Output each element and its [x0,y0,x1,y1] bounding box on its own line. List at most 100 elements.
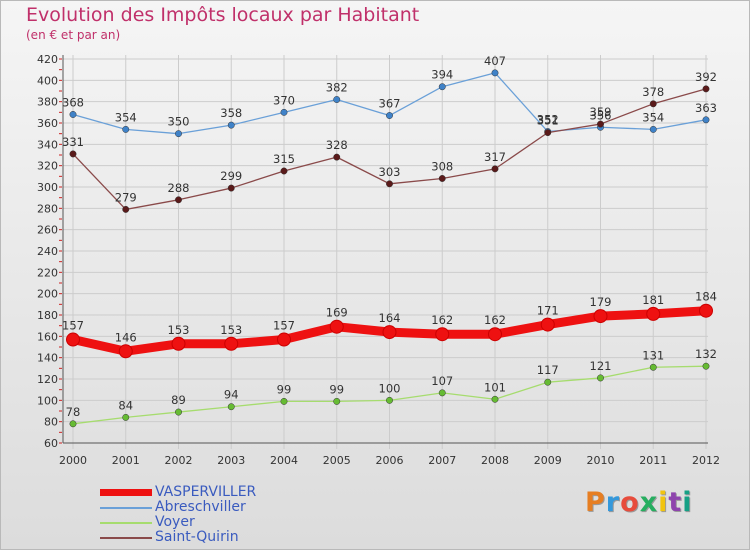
data-point [540,317,555,332]
data-point [649,363,657,371]
data-point [280,397,288,405]
data-label: 117 [537,363,559,377]
data-label: 328 [326,138,348,152]
x-tick-label: 2005 [323,454,351,467]
data-point [122,205,130,213]
y-tick-label: 100 [37,394,58,407]
y-tick-label: 180 [37,309,58,322]
x-tick-label: 2010 [587,454,615,467]
data-label: 162 [431,313,453,327]
data-point [386,396,393,404]
data-label: 370 [273,93,295,107]
data-point [171,336,186,351]
data-label: 184 [695,290,717,304]
x-tick-label: 2006 [376,454,404,467]
data-label: 171 [537,304,559,318]
data-label: 331 [62,135,84,149]
data-label: 382 [326,81,348,95]
data-point [333,96,341,103]
data-labels: 368 354 350 358 370 382 367 394 407 352 356 354 363 7… [62,54,717,419]
data-label: 157 [62,319,84,333]
data-label: 84 [118,398,133,412]
legend-label: Abreschviller [155,499,246,515]
x-tick-label: 2001 [112,454,140,467]
data-point [649,125,657,133]
data-label: 131 [642,348,664,362]
data-point [544,129,552,137]
data-point [649,100,657,108]
data-point [386,180,393,188]
y-tick-label: 160 [37,330,58,343]
data-point [333,397,341,405]
y-tick-label: 240 [37,245,58,258]
legend-item: Saint-Quirin [100,529,360,545]
data-label: 99 [329,382,344,396]
chart-title: Evolution des Impôts locaux par Habitant [26,4,420,26]
data-label: 358 [220,106,242,120]
data-point [329,319,344,334]
chart-subtitle: (en € et par an) [26,28,121,42]
data-point [227,121,235,129]
data-label: 378 [642,85,664,99]
data-label: 359 [590,105,612,119]
data-label: 356 [590,108,612,122]
data-point [175,130,182,138]
legend: VASPERVILLER Abreschviller Voyer Saint-Q… [100,484,360,545]
data-point [175,196,182,204]
y-tick-label: 420 [37,53,58,66]
proxiti-logo: Proxiti [585,487,693,518]
y-tick-label: 340 [37,138,58,151]
legend-item: VASPERVILLER [100,484,360,500]
data-label: 394 [431,68,453,82]
data-label: 352 [537,113,559,127]
logo-letter: o [620,487,640,518]
data-point [597,374,604,382]
data-point [66,332,80,347]
x-tick-label: 2003 [217,454,245,467]
x-tick-label: 2011 [639,454,667,467]
data-point [227,403,235,411]
legend-item: Abreschviller [100,499,360,515]
data-label: 94 [224,388,239,402]
x-tick-label: 2004 [270,454,298,467]
data-point [277,332,291,347]
data-point [702,85,710,93]
data-point [702,116,710,124]
data-label: 368 [62,95,84,109]
data-label: 100 [379,381,401,395]
data-label: 132 [695,347,717,361]
data-point [227,184,235,192]
data-label: 157 [273,319,295,333]
data-label: 317 [484,150,506,164]
data-point [333,153,341,161]
axes: 60 80 100 120 140 160 180 200 220 240 260 280 300 320… [37,53,720,467]
data-point [224,336,239,351]
data-point [438,83,446,91]
data-label: 162 [484,313,506,327]
data-point [69,111,77,118]
data-point [280,108,288,116]
y-tick-label: 80 [44,416,58,429]
logo-letter: i [682,487,693,518]
data-label: 354 [642,110,664,124]
data-label: 303 [379,165,401,179]
y-tick-label: 200 [37,288,58,301]
y-tick-label: 220 [37,266,58,279]
y-tick-label: 380 [37,96,58,109]
data-point [175,408,182,416]
data-label: 288 [168,181,190,195]
x-tick-label: 2008 [481,454,509,467]
data-label: 351 [537,114,559,128]
logo-letter: i [658,487,669,518]
data-point [435,327,450,342]
data-label: 101 [484,380,506,394]
logo-letter: t [668,487,683,518]
legend-swatch [100,522,152,524]
legend-label: Voyer [155,514,195,530]
data-label: 99 [277,382,292,396]
x-tick-label: 2012 [692,454,720,467]
data-label: 179 [590,295,612,309]
data-label: 367 [379,97,401,111]
data-point [646,306,661,321]
data-label: 308 [431,159,453,173]
